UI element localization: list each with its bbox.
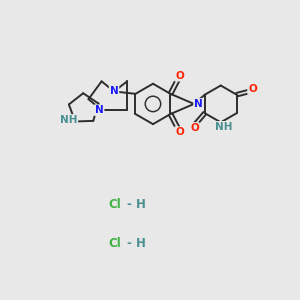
Text: Cl: Cl [108, 237, 121, 250]
Text: N: N [194, 99, 203, 109]
Text: Cl: Cl [108, 199, 121, 212]
Text: - H: - H [127, 237, 146, 250]
Text: O: O [190, 123, 199, 133]
Text: - H: - H [127, 199, 146, 212]
Text: O: O [175, 71, 184, 81]
Text: N: N [110, 86, 118, 96]
Text: NH: NH [215, 122, 232, 132]
Text: O: O [175, 127, 184, 137]
Text: NH: NH [60, 115, 77, 125]
Text: N: N [95, 105, 103, 115]
Text: O: O [248, 84, 257, 94]
